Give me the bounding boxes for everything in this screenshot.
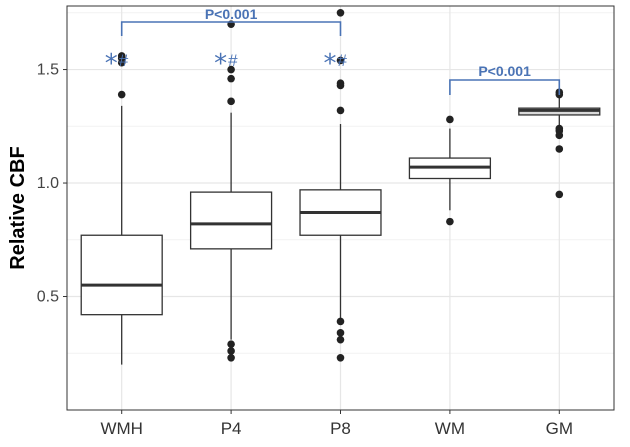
outlier-point [227, 353, 235, 362]
significance-marker-p8: * # [324, 49, 348, 79]
outlier-point [227, 65, 235, 74]
outlier-point [336, 353, 345, 362]
bracket-wmh-p8-label: P<0.001 [205, 6, 258, 22]
outlier-point [446, 115, 454, 124]
bracket-wm-gm: P<0.001 [449, 63, 561, 95]
asterisk-marker: * [214, 49, 227, 79]
outlier-point [227, 340, 235, 348]
bracket-wm-gm-line [449, 79, 561, 95]
outlier-point [336, 9, 345, 17]
hash-marker: # [119, 51, 129, 70]
box-gm [518, 88, 601, 199]
box-iqr [80, 234, 163, 316]
box-iqr [189, 191, 273, 250]
significance-marker-p4: * # [214, 49, 238, 79]
outlier-point [336, 329, 345, 337]
x-tick-label: WM [435, 419, 465, 438]
boxes-layer [80, 9, 601, 365]
box-p4 [189, 20, 273, 362]
hash-marker: # [228, 51, 238, 70]
outlier-point [117, 90, 126, 99]
box-p8 [299, 9, 382, 362]
y-tick-label: 1.0 [37, 175, 59, 192]
significance-marker-wmh: * # [105, 49, 129, 79]
asterisk-marker: * [105, 49, 118, 79]
bracket-wmh-p8-line [120, 21, 342, 36]
x-tick-label: WMH [100, 419, 142, 438]
box-wm [408, 115, 492, 226]
bracket-wm-gm-label: P<0.001 [478, 63, 531, 79]
y-axis-label: Relative CBF [7, 146, 29, 269]
outlier-point [555, 190, 564, 199]
bracket-wmh-p8: P<0.001 [120, 6, 342, 36]
asterisk-marker: * [324, 49, 337, 79]
outlier-point [336, 56, 345, 65]
x-tick-label: P8 [330, 419, 351, 438]
x-tick-label: P4 [221, 419, 242, 438]
outlier-point [336, 317, 345, 326]
outlier-point [227, 97, 235, 106]
outlier-point [227, 74, 235, 83]
outlier-point [555, 145, 564, 153]
outlier-point [336, 335, 345, 344]
outlier-point [446, 217, 454, 226]
box-wmh [80, 52, 163, 365]
outlier-point [336, 79, 345, 87]
outlier-point [336, 106, 345, 115]
x-tick-label: GM [546, 419, 573, 438]
y-tick-label: 0.5 [37, 289, 59, 306]
outlier-point [227, 347, 235, 355]
axes-layer: 0.5 1.0 1.5 WMH P4 P8 WM GM [37, 62, 573, 438]
outlier-point [117, 52, 126, 60]
outlier-point [555, 124, 564, 133]
y-tick-label: 1.5 [37, 62, 59, 79]
hash-marker: # [338, 51, 348, 70]
